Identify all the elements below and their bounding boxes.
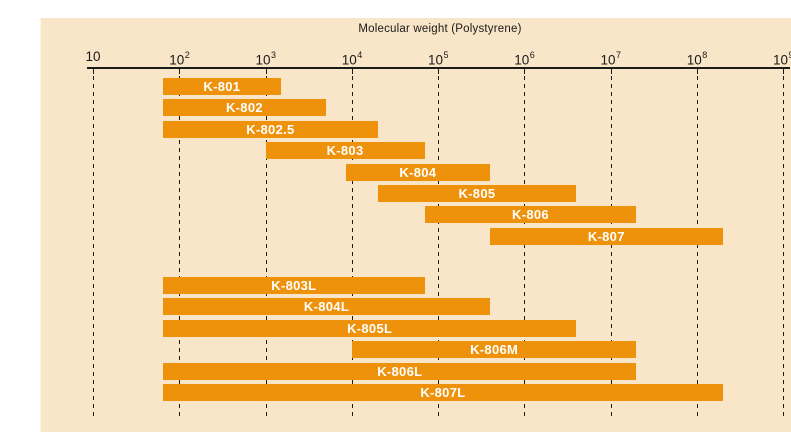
page-edge-left — [40, 16, 41, 432]
range-bar-k-804: K-804 — [345, 163, 490, 181]
bar-label: K-807 — [587, 228, 625, 244]
bar-label: K-806 — [512, 207, 549, 223]
x-tick-label: 109 — [772, 50, 791, 68]
bar-label: K-803 — [326, 143, 364, 159]
gridline — [438, 68, 439, 419]
gridline — [351, 68, 353, 419]
bar-label: K-803L — [271, 278, 317, 293]
bar-label: K-802 — [225, 100, 263, 116]
range-bar-k-802: K-802 — [163, 99, 326, 117]
gridline — [93, 68, 94, 419]
range-bar-k-807: K-807 — [489, 227, 723, 245]
range-bar-k-805: K-805 — [377, 185, 577, 202]
bar-label: K-801 — [203, 79, 241, 94]
x-tick-label: 10 — [85, 49, 101, 64]
range-bar-k-802.5: K-802.5 — [163, 120, 378, 138]
bar-label: K-805L — [347, 320, 393, 336]
bar-label: K-804L — [303, 299, 350, 315]
range-bar-k-806: K-806 — [424, 206, 637, 224]
range-bar-k-807l: K-807L — [163, 384, 723, 401]
range-bar-k-806l: K-806L — [163, 362, 637, 380]
bar-label: K-807L — [420, 385, 466, 400]
range-bar-k-805l: K-805L — [163, 319, 577, 337]
gridline — [265, 68, 267, 419]
x-tick-label: 108 — [686, 50, 708, 68]
range-bar-k-806m: K-806M — [351, 341, 637, 359]
bar-label: K-805 — [458, 186, 496, 201]
bar-label: K-806M — [470, 342, 519, 358]
range-bar-k-803: K-803 — [265, 142, 425, 160]
x-tick-label: 102 — [169, 50, 190, 68]
gridline — [179, 68, 181, 419]
range-bar-k-803l: K-803L — [163, 277, 425, 294]
bar-label: K-802.5 — [246, 121, 295, 137]
x-tick-label: 106 — [514, 50, 535, 68]
gridline — [783, 68, 784, 419]
bar-label: K-806L — [377, 363, 423, 379]
range-bar-k-804l: K-804L — [163, 298, 490, 316]
x-tick-label: 107 — [600, 50, 622, 68]
bar-label: K-804 — [399, 164, 437, 180]
x-tick-label: 103 — [255, 50, 277, 68]
range-bar-k-801: K-801 — [163, 78, 281, 95]
chart-title: Molecular weight (Polystyrene) — [358, 23, 522, 35]
x-tick-label: 105 — [427, 50, 449, 68]
page-edge-top — [40, 16, 791, 18]
x-tick-label: 104 — [341, 50, 363, 68]
molecular-weight-range-chart: Molecular weight (Polystyrene) 10 102 103 1… — [40, 16, 791, 432]
